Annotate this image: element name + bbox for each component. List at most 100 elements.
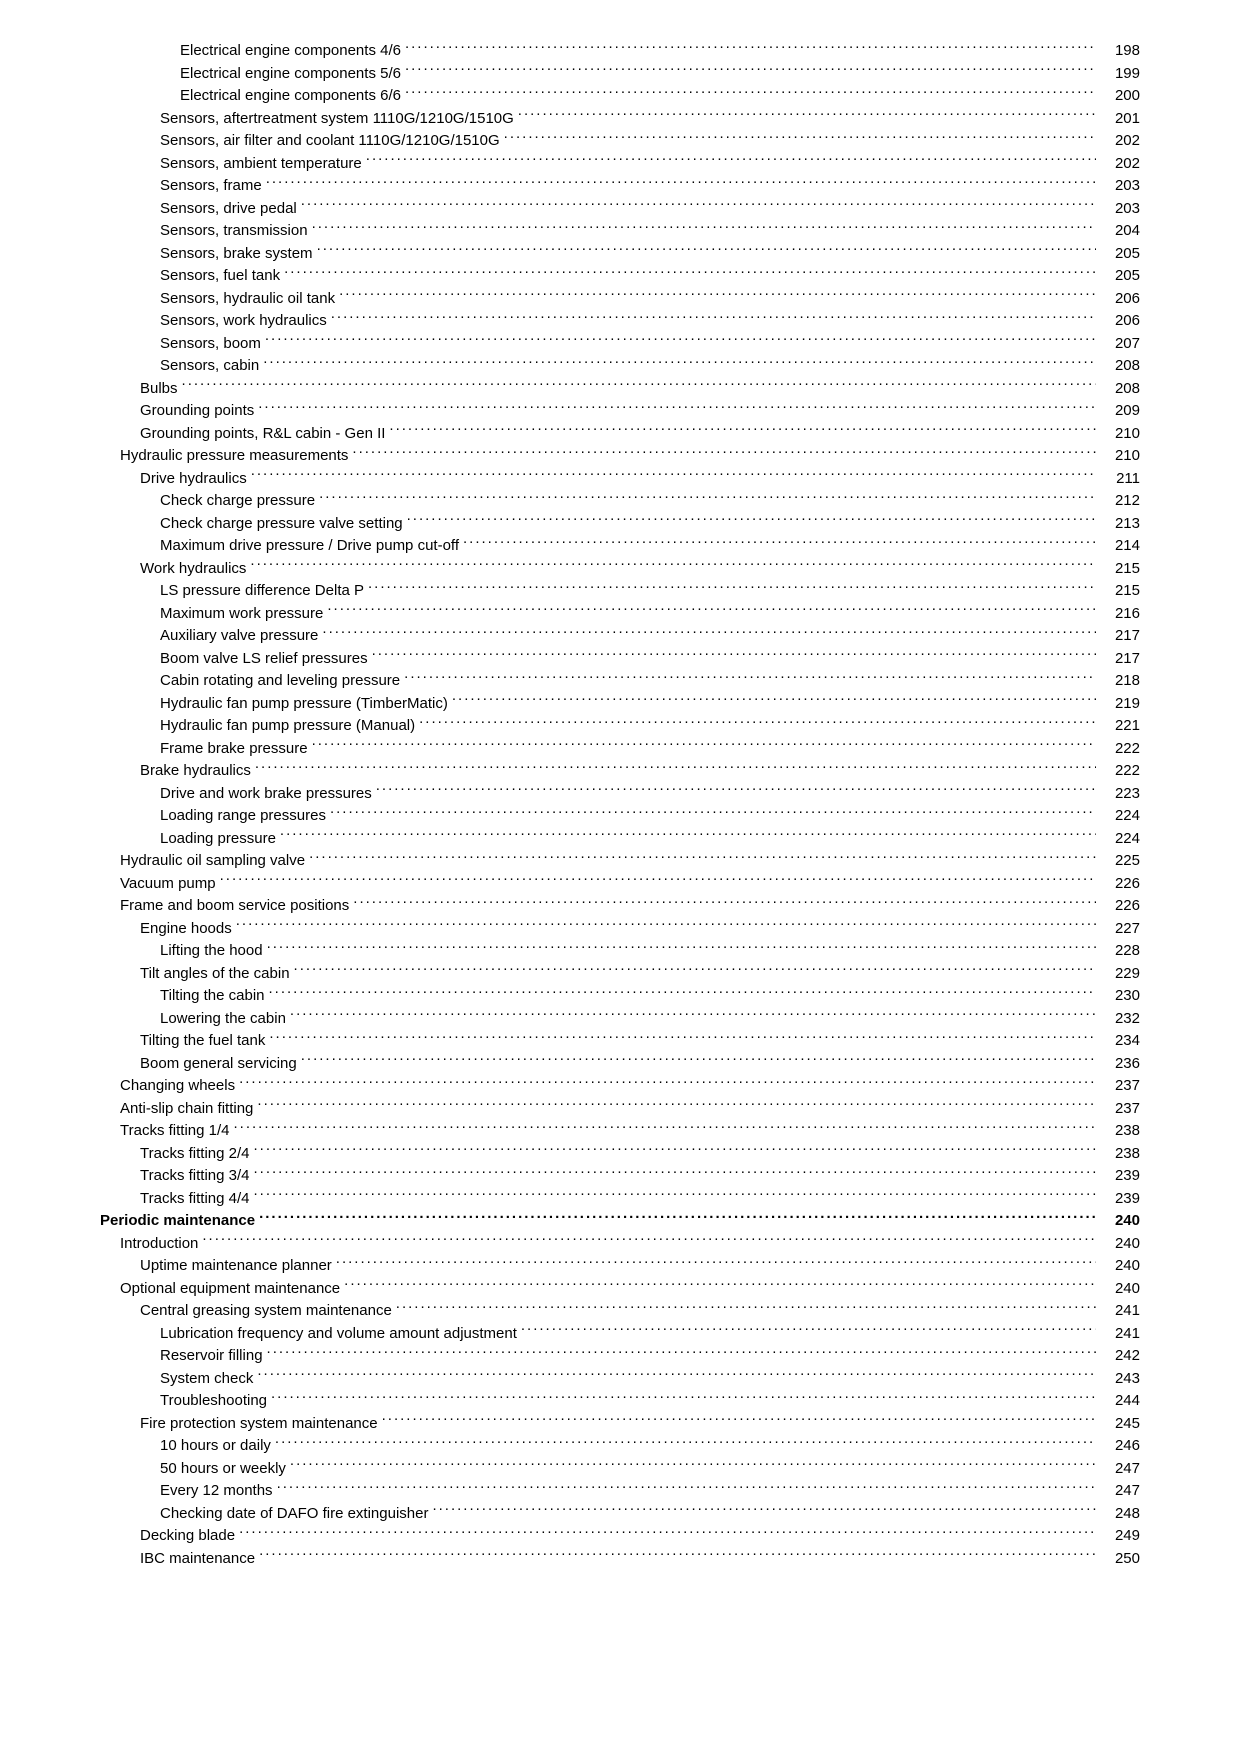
toc-entry-page-number: 205 bbox=[1100, 265, 1140, 288]
toc-entry-page-number: 202 bbox=[1100, 130, 1140, 153]
toc-entry-page-number: 210 bbox=[1100, 423, 1140, 446]
toc-entry-leader-dots bbox=[405, 40, 1096, 55]
toc-entry-leader-dots bbox=[331, 310, 1096, 325]
toc-entry-page-number: 224 bbox=[1100, 828, 1140, 851]
toc-entry-title: Auxiliary valve pressure bbox=[160, 625, 318, 648]
toc-entry-title: Reservoir filling bbox=[160, 1345, 263, 1368]
toc-entry: Anti-slip chain fitting237 bbox=[100, 1098, 1140, 1121]
toc-entry: Uptime maintenance planner240 bbox=[100, 1255, 1140, 1278]
toc-entry-title: Vacuum pump bbox=[120, 873, 216, 896]
toc-entry-leader-dots bbox=[259, 1548, 1096, 1563]
toc-entry-leader-dots bbox=[258, 400, 1096, 415]
toc-entry: Hydraulic oil sampling valve225 bbox=[100, 850, 1140, 873]
toc-entry-title: Introduction bbox=[120, 1233, 198, 1256]
toc-entry-title: Sensors, work hydraulics bbox=[160, 310, 327, 333]
toc-entry-leader-dots bbox=[290, 1008, 1096, 1023]
toc-entry: Engine hoods227 bbox=[100, 918, 1140, 941]
toc-entry-page-number: 212 bbox=[1100, 490, 1140, 513]
toc-entry-title: Sensors, aftertreatment system 1110G/121… bbox=[160, 108, 514, 131]
toc-entry: Sensors, ambient temperature202 bbox=[100, 153, 1140, 176]
toc-entry-leader-dots bbox=[405, 63, 1096, 78]
toc-entry: Sensors, transmission204 bbox=[100, 220, 1140, 243]
toc-entry-leader-dots bbox=[309, 850, 1096, 865]
toc-entry-leader-dots bbox=[344, 1278, 1096, 1293]
toc-entry-page-number: 204 bbox=[1100, 220, 1140, 243]
toc-entry-page-number: 224 bbox=[1100, 805, 1140, 828]
toc-entry: Sensors, hydraulic oil tank206 bbox=[100, 288, 1140, 311]
toc-entry-leader-dots bbox=[404, 670, 1096, 685]
toc-entry: Optional equipment maintenance240 bbox=[100, 1278, 1140, 1301]
toc-entry-page-number: 227 bbox=[1100, 918, 1140, 941]
toc-entry-title: Loading range pressures bbox=[160, 805, 326, 828]
toc-entry-title: Drive hydraulics bbox=[140, 468, 247, 491]
toc-entry-title: Checking date of DAFO fire extinguisher bbox=[160, 1503, 428, 1526]
toc-entry: Lowering the cabin232 bbox=[100, 1008, 1140, 1031]
toc-entry-page-number: 240 bbox=[1100, 1255, 1140, 1278]
toc-entry: Drive hydraulics211 bbox=[100, 468, 1140, 491]
toc-entry-leader-dots bbox=[267, 940, 1096, 955]
toc-entry-leader-dots bbox=[336, 1255, 1096, 1270]
toc-entry-page-number: 245 bbox=[1100, 1413, 1140, 1436]
table-of-contents: Electrical engine components 4/6198Elect… bbox=[100, 40, 1140, 1570]
toc-entry: Boom general servicing236 bbox=[100, 1053, 1140, 1076]
toc-entry-page-number: 239 bbox=[1100, 1188, 1140, 1211]
toc-entry-title: Sensors, fuel tank bbox=[160, 265, 280, 288]
toc-entry-page-number: 214 bbox=[1100, 535, 1140, 558]
toc-entry: Tracks fitting 1/4238 bbox=[100, 1120, 1140, 1143]
toc-entry-page-number: 199 bbox=[1100, 63, 1140, 86]
toc-entry-page-number: 205 bbox=[1100, 243, 1140, 266]
toc-entry: Sensors, air filter and coolant 1110G/12… bbox=[100, 130, 1140, 153]
toc-entry-leader-dots bbox=[239, 1525, 1096, 1540]
toc-entry-page-number: 198 bbox=[1100, 40, 1140, 63]
toc-entry-page-number: 229 bbox=[1100, 963, 1140, 986]
toc-entry: Fire protection system maintenance245 bbox=[100, 1413, 1140, 1436]
toc-entry-leader-dots bbox=[202, 1233, 1096, 1248]
toc-entry-page-number: 247 bbox=[1100, 1458, 1140, 1481]
toc-entry: Hydraulic pressure measurements210 bbox=[100, 445, 1140, 468]
toc-entry: Auxiliary valve pressure217 bbox=[100, 625, 1140, 648]
toc-entry-title: Electrical engine components 6/6 bbox=[180, 85, 401, 108]
toc-entry-page-number: 228 bbox=[1100, 940, 1140, 963]
toc-entry-leader-dots bbox=[284, 265, 1096, 280]
toc-entry: Lubrication frequency and volume amount … bbox=[100, 1323, 1140, 1346]
toc-entry-leader-dots bbox=[255, 760, 1096, 775]
toc-entry-page-number: 225 bbox=[1100, 850, 1140, 873]
toc-entry-page-number: 203 bbox=[1100, 175, 1140, 198]
toc-entry-leader-dots bbox=[327, 603, 1096, 618]
toc-entry-leader-dots bbox=[319, 490, 1096, 505]
toc-entry-page-number: 243 bbox=[1100, 1368, 1140, 1391]
toc-entry-leader-dots bbox=[366, 153, 1096, 168]
toc-entry-leader-dots bbox=[518, 108, 1096, 123]
toc-entry-title: Lubrication frequency and volume amount … bbox=[160, 1323, 517, 1346]
toc-entry-page-number: 234 bbox=[1100, 1030, 1140, 1053]
toc-entry: LS pressure difference Delta P215 bbox=[100, 580, 1140, 603]
toc-entry-title: Grounding points bbox=[140, 400, 254, 423]
toc-entry-page-number: 241 bbox=[1100, 1300, 1140, 1323]
toc-entry: Frame brake pressure222 bbox=[100, 738, 1140, 761]
toc-entry-page-number: 218 bbox=[1100, 670, 1140, 693]
toc-entry: Sensors, cabin208 bbox=[100, 355, 1140, 378]
toc-entry: Decking blade249 bbox=[100, 1525, 1140, 1548]
toc-entry: Electrical engine components 5/6199 bbox=[100, 63, 1140, 86]
toc-entry-page-number: 219 bbox=[1100, 693, 1140, 716]
toc-entry-leader-dots bbox=[253, 1165, 1096, 1180]
toc-entry-leader-dots bbox=[452, 693, 1096, 708]
toc-entry-leader-dots bbox=[263, 355, 1096, 370]
toc-entry-leader-dots bbox=[275, 1435, 1096, 1450]
toc-entry-leader-dots bbox=[250, 558, 1096, 573]
toc-entry: Sensors, boom207 bbox=[100, 333, 1140, 356]
toc-entry: Sensors, work hydraulics206 bbox=[100, 310, 1140, 333]
toc-entry-page-number: 215 bbox=[1100, 580, 1140, 603]
toc-entry-leader-dots bbox=[277, 1480, 1096, 1495]
toc-entry-leader-dots bbox=[396, 1300, 1096, 1315]
toc-entry-leader-dots bbox=[251, 468, 1096, 483]
toc-entry-page-number: 203 bbox=[1100, 198, 1140, 221]
toc-entry-page-number: 210 bbox=[1100, 445, 1140, 468]
toc-entry: Changing wheels237 bbox=[100, 1075, 1140, 1098]
toc-entry-page-number: 238 bbox=[1100, 1120, 1140, 1143]
toc-entry-leader-dots bbox=[405, 85, 1096, 100]
toc-entry-leader-dots bbox=[339, 288, 1096, 303]
toc-entry-leader-dots bbox=[182, 378, 1096, 393]
toc-entry-page-number: 207 bbox=[1100, 333, 1140, 356]
toc-entry-leader-dots bbox=[407, 513, 1096, 528]
